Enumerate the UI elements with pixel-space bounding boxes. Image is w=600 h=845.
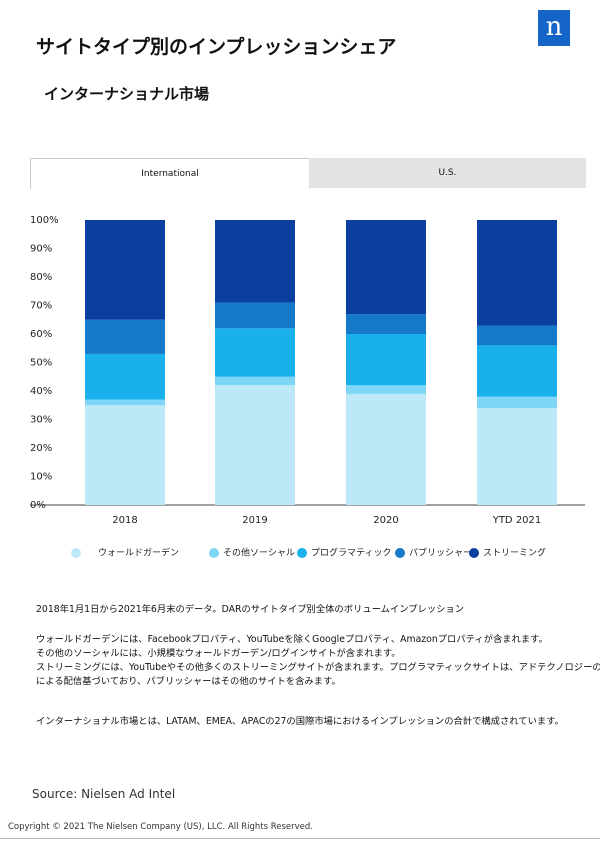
bar-segment: [215, 376, 295, 386]
y-tick-label: 90%: [30, 244, 52, 255]
legend-label: ウォールドガーデン: [98, 547, 179, 559]
x-tick-label: 2020: [373, 515, 398, 526]
x-tick-label: YTD 2021: [492, 515, 542, 526]
bar-segment: [346, 314, 426, 334]
bar-segment: [477, 220, 557, 326]
x-tick-label: 2018: [112, 515, 137, 526]
logo: n: [538, 10, 570, 46]
x-tick-label: 2019: [242, 515, 267, 526]
copyright: Copyright © 2021 The Nielsen Company (US…: [8, 822, 313, 832]
legend-marker: [297, 548, 307, 558]
bar-segment: [477, 345, 557, 397]
note-line: 2018年1月1日から2021年6月末のデータ。DARのサイトタイプ別全体のボリ…: [36, 604, 465, 615]
bar-segment: [85, 405, 165, 505]
footer-rule: [0, 838, 600, 839]
note-line: ストリーミングには、YouTubeやその他多くのストリーミングサイトが含まれます…: [36, 662, 600, 673]
y-tick-label: 20%: [30, 443, 52, 454]
legend-marker: [395, 548, 405, 558]
y-tick-label: 100%: [30, 215, 59, 226]
source: Source: Nielsen Ad Intel: [32, 787, 176, 801]
title: サイトタイプ別のインプレッションシェア: [36, 36, 397, 58]
bar-segment: [215, 385, 295, 505]
bar-segment: [477, 408, 557, 505]
bar-segment: [215, 328, 295, 377]
bar-segment: [346, 334, 426, 386]
y-tick-label: 70%: [30, 301, 52, 312]
legend-label: プログラマティック: [311, 547, 391, 559]
y-tick-label: 50%: [30, 358, 52, 369]
y-tick-label: 10%: [30, 472, 52, 483]
bar-segment: [85, 353, 165, 400]
y-tick-label: 40%: [30, 386, 52, 397]
subtitle: インターナショナル市場: [44, 85, 210, 103]
legend-label: その他ソーシャル: [223, 547, 295, 559]
note-line: その他のソーシャルには、小規模なウォールドガーデン/ログインサイトが含まれます。: [36, 648, 401, 659]
bar-segment: [215, 220, 295, 303]
legend-marker: [469, 548, 479, 558]
chart: 0%10%20%30%40%50%60%70%80%90%100%2018 201…: [30, 215, 585, 559]
tab[interactable]: International: [30, 158, 310, 189]
bar-segment: [346, 220, 426, 315]
y-tick-label: 80%: [30, 272, 52, 283]
legend-label: パブリッシャー: [409, 547, 472, 559]
bar-segment: [85, 220, 165, 320]
note-line: による配信基づいており、パブリッシャーはその他のサイトを含みます。: [36, 676, 341, 687]
y-tick-label: 60%: [30, 329, 52, 340]
bar-segment: [477, 325, 557, 346]
bar-segment: [215, 302, 295, 329]
legend-marker: [71, 548, 81, 558]
bar-segment: [346, 393, 426, 505]
y-tick-label: 30%: [30, 415, 52, 426]
bar-segment: [346, 385, 426, 394]
legend-marker: [209, 548, 219, 558]
bar-segment: [477, 396, 557, 409]
tab[interactable]: U.S.: [309, 158, 586, 188]
bar-segment: [85, 319, 165, 354]
legend-label: ストリーミング: [483, 547, 546, 559]
note-line: インターナショナル市場とは、LATAM、EMEA、APACの27の国際市場におけ…: [36, 716, 564, 727]
bar-segment: [85, 399, 165, 406]
note-line: ウォールドガーデンには、Facebookプロパティ、YouTubeを除くGoog…: [36, 634, 548, 645]
